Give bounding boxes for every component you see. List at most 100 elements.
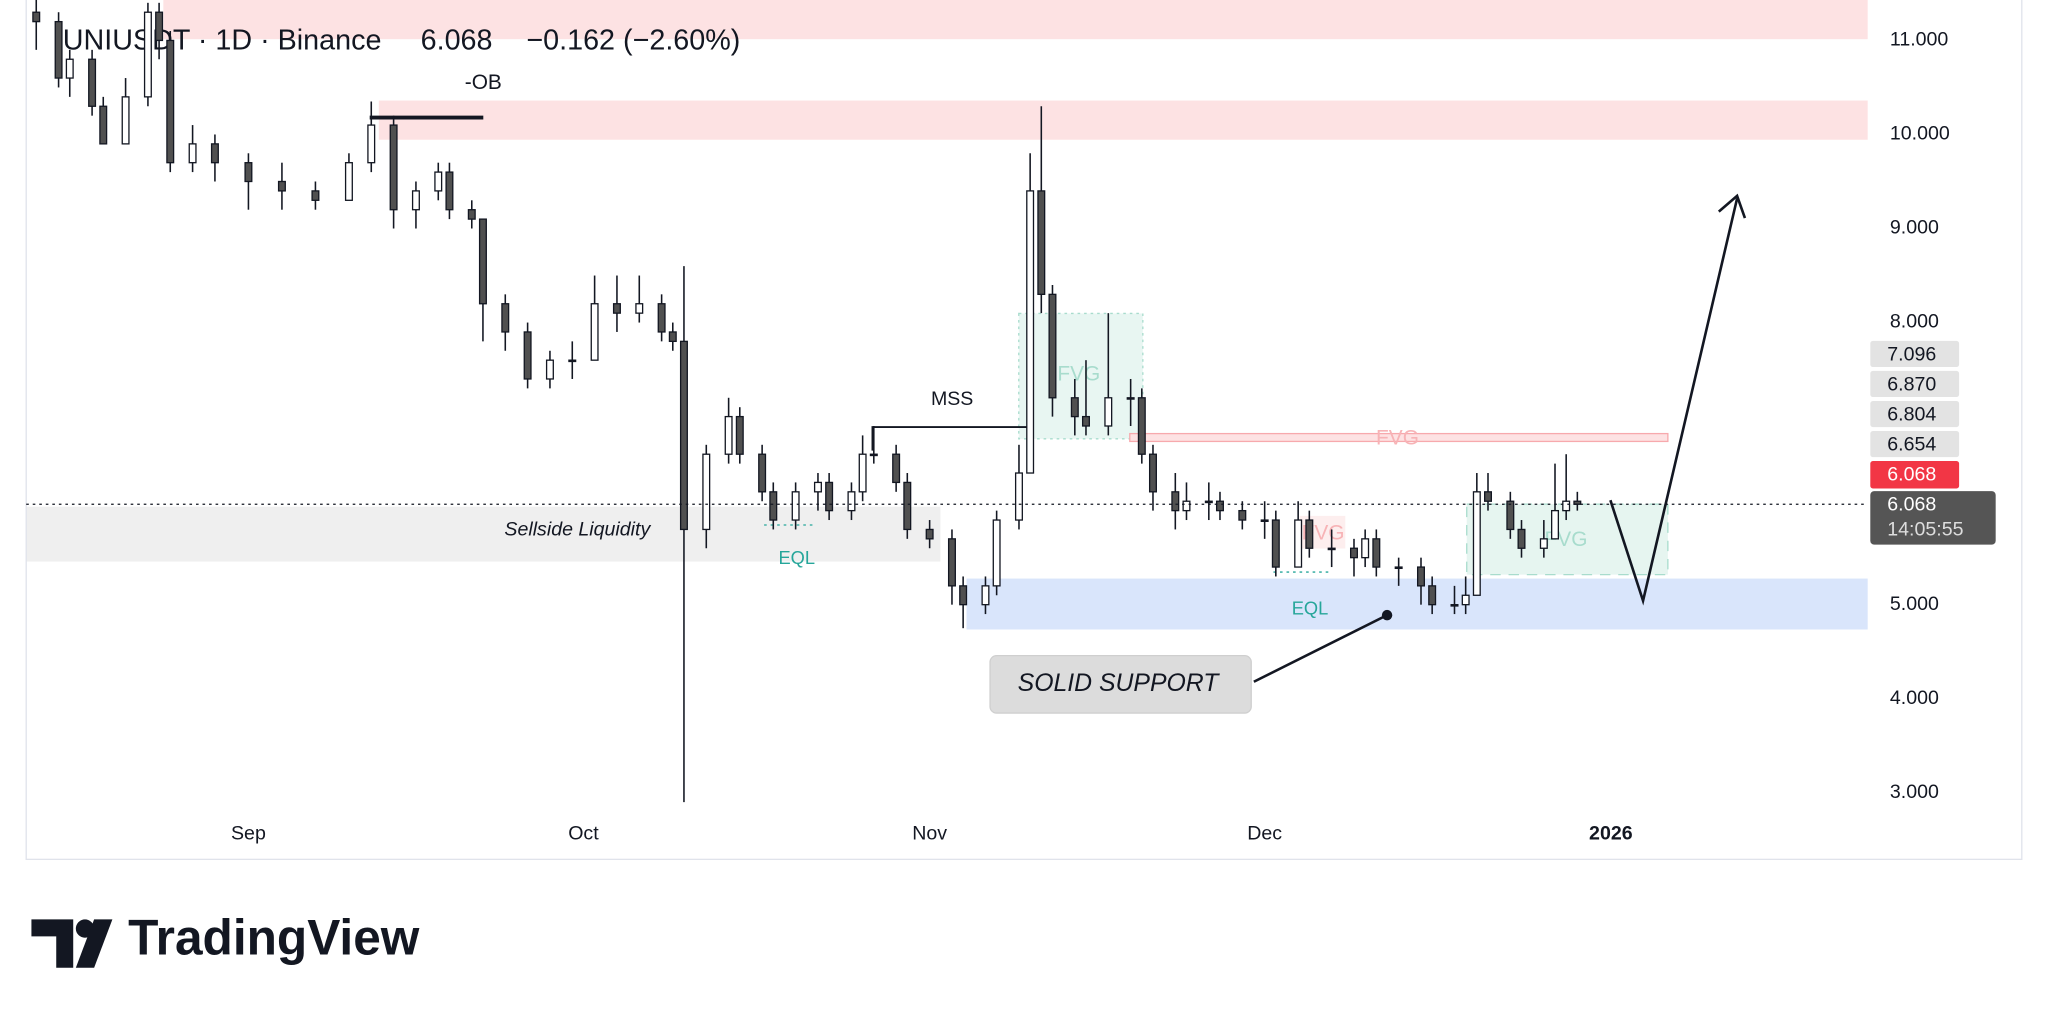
candle-body (166, 39, 175, 164)
fvg-label: FVG (1545, 528, 1588, 551)
support-dot (1381, 609, 1393, 621)
liquidity-zone (26, 506, 941, 562)
arrow-head (1717, 193, 1747, 219)
price-tag: 6.654 (1887, 434, 1936, 456)
candle-body (657, 303, 666, 333)
candle-body (1461, 594, 1470, 606)
candle-body (1372, 538, 1381, 568)
candle-body (367, 124, 376, 164)
price-tag: 6.870 (1887, 373, 1936, 395)
candle-body (1305, 519, 1314, 549)
chart-title: UNIUSDT · 1D · Binance (63, 24, 382, 56)
candle-body (210, 143, 219, 164)
last-price-tag: 6.068 (1887, 464, 1936, 486)
candle-body (1416, 566, 1425, 587)
fvg-zone (1129, 432, 1669, 443)
candle-body (635, 303, 644, 314)
mss-label: MSS (931, 388, 973, 410)
candle-body (869, 453, 878, 457)
candle-body (1294, 519, 1303, 568)
y-tick-label: 3.000 (1890, 781, 1939, 803)
candle-body (143, 11, 152, 98)
price-tag: 7.096 (1887, 343, 1936, 365)
liquidity-label: Sellside Liquidity (504, 518, 651, 540)
fvg-zone (1018, 312, 1144, 440)
support-label: SOLID SUPPORT (1018, 670, 1221, 697)
candle-body (1081, 415, 1090, 427)
support-box (989, 654, 1252, 714)
y-tick-label: 8.000 (1890, 311, 1939, 333)
candle-body (1271, 519, 1280, 568)
candle-body (959, 585, 968, 606)
mss-line (871, 426, 1028, 451)
x-tick-label: 2026 (1589, 823, 1633, 845)
candle-body (88, 58, 97, 107)
countdown-box (1870, 491, 1996, 545)
candle-body (724, 415, 733, 455)
candle-body (311, 190, 320, 201)
fvg-label: FVG (1376, 426, 1419, 449)
last-tag: 6.068 (1887, 494, 1936, 516)
price-tag-box (1870, 340, 1960, 367)
x-tick-label: Nov (912, 823, 947, 845)
candle-body (1506, 500, 1515, 531)
eql-label: EQL (1292, 598, 1329, 619)
fvg-label: FVG (1057, 362, 1100, 385)
candle-body (612, 303, 621, 314)
y-tick-label: 5.000 (1890, 593, 1939, 615)
support-connector (1253, 613, 1388, 683)
candle-body (847, 491, 856, 512)
candle-body (758, 453, 767, 493)
candle-body (121, 96, 130, 145)
candle-body (1171, 491, 1180, 512)
candle-body (1349, 547, 1358, 559)
resistance-zone (378, 100, 1868, 140)
price-tag-box (1870, 430, 1960, 458)
candle-body (791, 491, 800, 521)
candle-body (1517, 528, 1526, 549)
candle-body (1182, 500, 1191, 512)
candle-body (1204, 500, 1213, 504)
chart-frame (25, 0, 2023, 861)
candle-body (1428, 585, 1437, 606)
price-tag-box (1870, 370, 1960, 398)
countdown: 14:05:55 (1887, 518, 1963, 540)
price-tag: 6.804 (1887, 403, 1936, 425)
candle-body (1104, 397, 1113, 427)
candle-body (892, 453, 901, 484)
resistance-zone (163, 0, 1868, 40)
x-tick-label: Dec (1247, 823, 1282, 845)
support-zone (966, 578, 1868, 630)
x-tick-label: Oct (568, 823, 599, 845)
y-tick-label: 4.000 (1890, 687, 1939, 709)
candle-body (1562, 500, 1571, 512)
logo-text: TradingView (128, 910, 420, 966)
candle-body (1483, 491, 1493, 502)
candle-body (992, 519, 1001, 587)
ob-label: -OB (465, 71, 502, 94)
candle-body (925, 528, 934, 540)
candle-body (1361, 538, 1370, 559)
candle-body (1238, 509, 1247, 521)
candle-body (501, 303, 510, 333)
candle-body (467, 209, 476, 220)
candle-body (590, 303, 599, 361)
last-price-box (1870, 461, 1960, 489)
candle-body (445, 171, 454, 211)
candle-body (411, 190, 420, 211)
candle-body (1394, 566, 1403, 570)
candle-body (903, 481, 912, 531)
candle-body (1070, 397, 1079, 418)
y-tick-label: 10.000 (1890, 123, 1950, 145)
candle-body (32, 11, 41, 23)
candles (32, 0, 1582, 803)
candle-body (54, 20, 63, 79)
candle-body (1026, 190, 1035, 474)
candle-body (702, 453, 711, 531)
candle-body (1472, 491, 1481, 596)
candle-body (668, 331, 677, 343)
y-tick-label: 9.000 (1890, 217, 1939, 239)
candle-body (679, 340, 688, 531)
candle-body (244, 162, 253, 183)
